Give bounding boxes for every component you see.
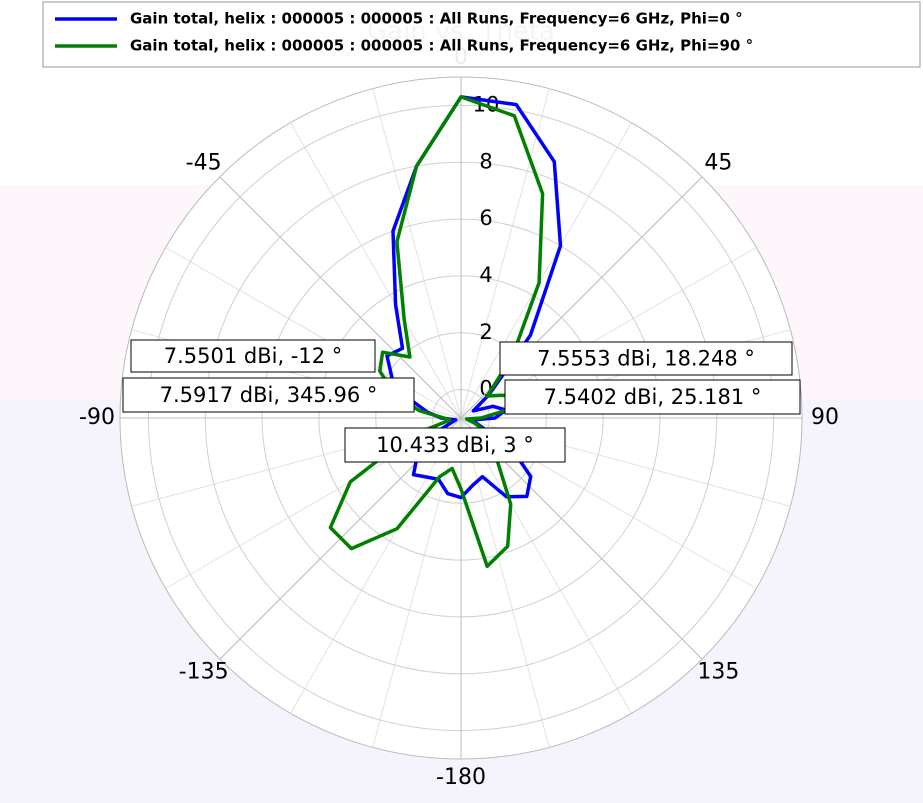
annotation-box	[344, 427, 566, 463]
spoke	[460, 88, 550, 419]
annotation-box	[130, 339, 376, 373]
annotation-box	[122, 377, 415, 413]
annotation: 10.433 dBi, 3 °	[376, 433, 534, 457]
r-tick-label: 2	[479, 320, 492, 344]
spoke	[290, 122, 462, 419]
r-tick-label: 6	[479, 206, 492, 230]
annotation-box	[504, 379, 801, 415]
legend-label: Gain total, helix : 000005 : 000005 : Al…	[130, 10, 743, 28]
angle-tick-label: 90	[811, 405, 839, 430]
legend-box	[42, 1, 921, 68]
legend: Gain total, helix : 000005 : 000005 : Al…	[42, 1, 921, 68]
angle-tick-label: 45	[704, 150, 732, 175]
angle-tick-label: -135	[179, 660, 229, 685]
spoke	[460, 417, 550, 748]
annotation-box	[499, 341, 793, 376]
annotation: 7.5501 dBi, -12 °	[164, 344, 343, 368]
annotation: 7.5917 dBi, 345.96 °	[160, 383, 378, 407]
angle-tick-label: -90	[79, 405, 115, 430]
angle-tick-label: -45	[186, 150, 222, 175]
annotation: 7.5402 dBi, 25.181 °	[544, 385, 762, 409]
angle-tick-label: 135	[697, 660, 739, 685]
annotation: 7.5553 dBi, 18.248 °	[537, 347, 755, 371]
spoke	[372, 88, 462, 419]
spoke	[290, 417, 462, 714]
angle-grid-line	[219, 176, 462, 419]
angle-tick-label: -180	[436, 765, 486, 790]
spoke	[460, 122, 632, 419]
legend-label: Gain total, helix : 000005 : 000005 : Al…	[130, 37, 753, 55]
spoke	[460, 417, 632, 714]
r-tick-label: 8	[479, 149, 492, 173]
r-tick-label: 4	[479, 263, 492, 287]
plot-area: 024681004590135-180-135-90-45	[79, 45, 839, 790]
